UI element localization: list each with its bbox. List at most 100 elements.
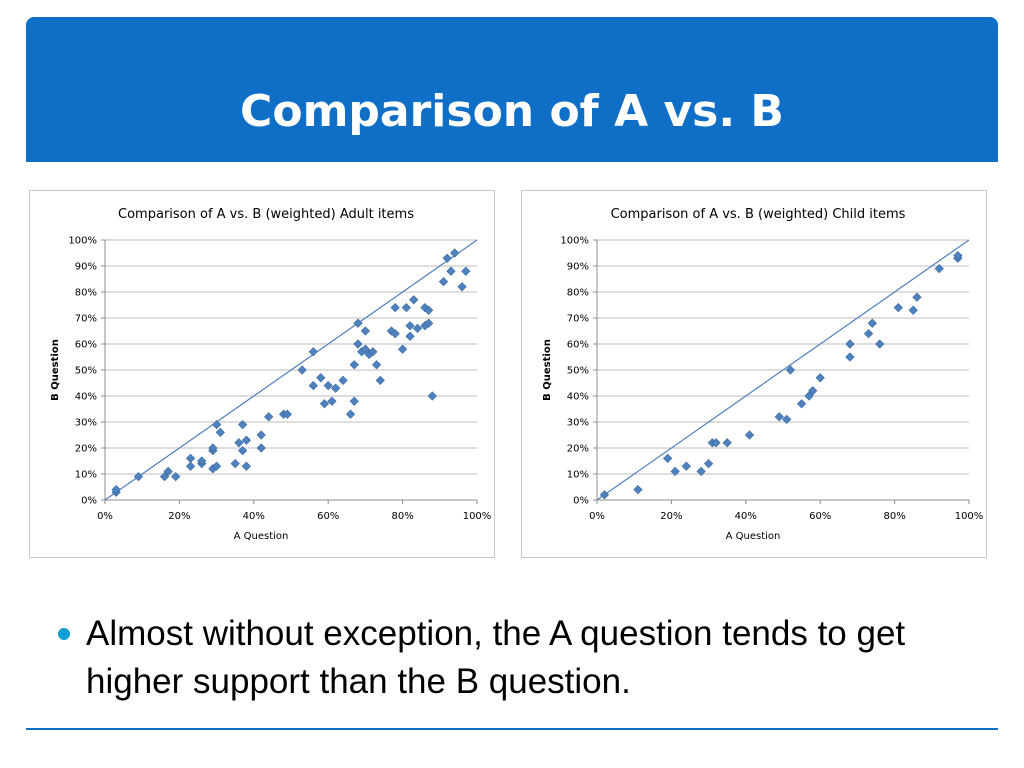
data-point <box>804 391 814 401</box>
chart-child: Comparison of A vs. B (weighted) Child i… <box>542 207 983 542</box>
reference-line <box>596 239 970 501</box>
data-point <box>912 292 922 302</box>
data-point <box>845 339 855 349</box>
data-point <box>319 399 330 409</box>
y-tick-label: 50% <box>567 366 589 377</box>
data-point <box>424 305 434 315</box>
data-point <box>316 373 326 383</box>
data-point <box>867 318 877 328</box>
data-point <box>282 409 292 419</box>
data-point <box>863 328 874 339</box>
data-point <box>353 339 363 349</box>
y-tick-label: 10% <box>567 470 589 481</box>
y-axis-label: B Question <box>542 339 553 401</box>
data-point <box>331 383 341 393</box>
data-point <box>241 435 251 445</box>
chart-title: Comparison of A vs. B (weighted) Adult i… <box>118 207 414 222</box>
data-point <box>450 248 460 258</box>
slide-title: Comparison of A vs. B <box>240 86 784 137</box>
chart-adult: Comparison of A vs. B (weighted) Adult i… <box>50 207 492 542</box>
x-axis-label: A Question <box>726 531 781 542</box>
data-point <box>264 412 274 422</box>
data-point <box>446 266 456 276</box>
data-point <box>368 347 378 357</box>
y-axis-label: B Question <box>50 339 61 401</box>
data-point <box>599 490 610 500</box>
data-point <box>215 427 225 438</box>
data-point <box>308 380 318 391</box>
data-point <box>360 344 371 354</box>
data-point <box>241 461 251 471</box>
data-point <box>405 321 415 331</box>
data-point <box>424 318 434 328</box>
data-point <box>774 412 784 422</box>
data-point <box>457 282 467 292</box>
data-point <box>159 471 170 482</box>
data-point <box>696 466 706 477</box>
y-tick-label: 60% <box>567 340 589 351</box>
data-point <box>185 453 196 464</box>
data-point <box>703 458 714 469</box>
data-point <box>782 414 792 425</box>
y-tick-label: 10% <box>75 470 97 481</box>
data-point <box>412 323 423 334</box>
data-point <box>722 438 732 448</box>
y-tick-label: 60% <box>75 340 97 351</box>
y-tick-label: 70% <box>75 314 97 325</box>
y-tick-label: 40% <box>75 392 97 403</box>
x-tick-label: 0% <box>589 511 605 522</box>
data-point <box>934 263 944 274</box>
reference-line <box>104 239 478 501</box>
data-point <box>681 461 691 471</box>
data-point <box>163 466 173 477</box>
y-tick-label: 80% <box>75 288 97 299</box>
data-point <box>197 456 207 466</box>
x-axis-label: A Question <box>234 531 289 542</box>
x-tick-label: 40% <box>243 511 265 522</box>
x-tick-label: 20% <box>660 511 682 522</box>
data-point <box>234 438 244 448</box>
chart-child-frame: Comparison of A vs. B (weighted) Child i… <box>521 190 987 558</box>
data-point <box>427 391 437 401</box>
data-point <box>171 471 181 482</box>
x-tick-label: 80% <box>883 511 905 522</box>
data-point <box>353 318 363 328</box>
data-point <box>111 484 121 495</box>
y-tick-label: 40% <box>567 392 589 403</box>
data-point <box>953 250 963 261</box>
data-point <box>438 276 449 287</box>
y-tick-label: 100% <box>68 236 97 247</box>
y-tick-label: 20% <box>75 444 97 455</box>
data-point <box>371 360 382 370</box>
chart-title: Comparison of A vs. B (weighted) Child i… <box>611 207 906 222</box>
data-point <box>256 430 266 440</box>
y-tick-label: 70% <box>567 314 589 325</box>
data-point <box>744 430 755 440</box>
data-point <box>230 458 240 469</box>
data-point <box>185 461 196 471</box>
data-point <box>908 305 918 315</box>
x-tick-label: 60% <box>809 511 831 522</box>
bottom-divider <box>26 728 998 730</box>
x-tick-label: 0% <box>97 511 113 522</box>
y-tick-label: 100% <box>560 236 589 247</box>
data-point <box>875 339 885 349</box>
data-point <box>401 302 411 313</box>
y-tick-label: 30% <box>567 418 589 429</box>
data-point <box>845 352 855 362</box>
data-point <box>345 409 356 419</box>
data-point <box>390 328 400 339</box>
title-bar: Comparison of A vs. B <box>26 17 998 162</box>
x-tick-label: 40% <box>735 511 757 522</box>
data-point <box>670 466 680 477</box>
data-point <box>397 344 408 354</box>
data-point <box>238 445 248 456</box>
data-point <box>386 326 397 336</box>
data-point <box>390 302 400 313</box>
x-tick-label: 100% <box>463 511 492 522</box>
y-tick-label: 20% <box>567 444 589 455</box>
data-point <box>663 453 673 464</box>
data-point <box>815 373 825 383</box>
bullet-text: Almost without exception, the A question… <box>86 614 906 701</box>
y-tick-label: 30% <box>75 418 97 429</box>
